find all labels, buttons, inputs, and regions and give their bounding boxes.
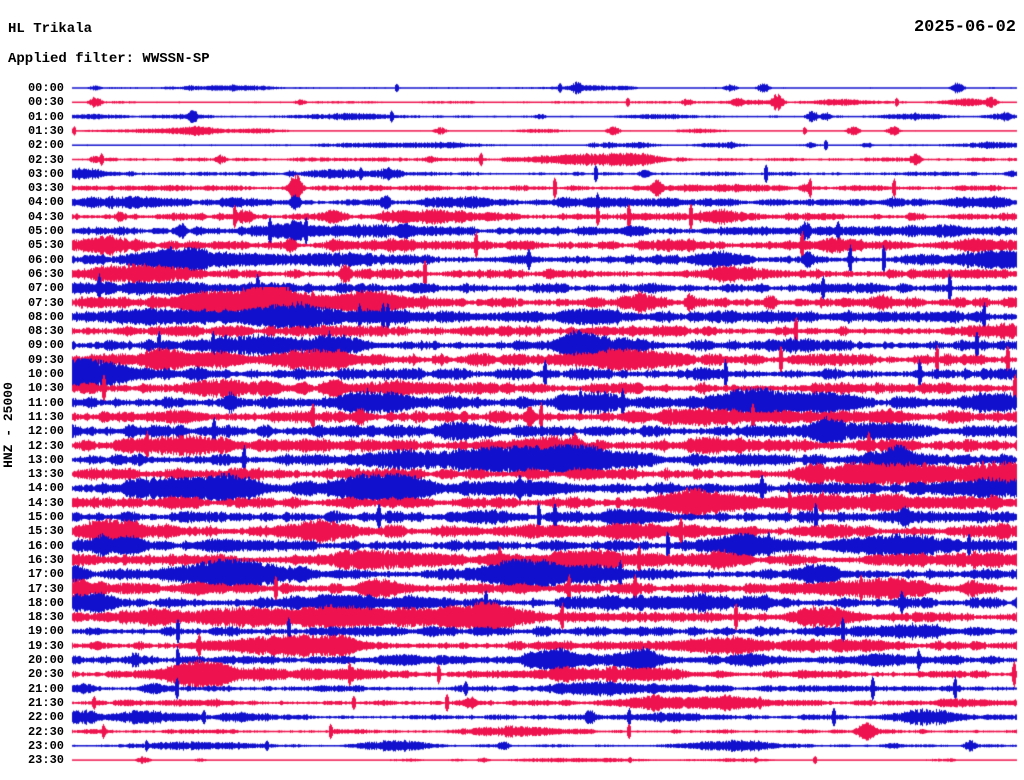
time-label: 04:00 bbox=[27, 195, 64, 210]
time-label: 16:00 bbox=[27, 538, 64, 553]
time-label: 15:30 bbox=[27, 524, 64, 539]
time-label: 21:30 bbox=[27, 695, 64, 710]
time-label: 06:00 bbox=[27, 252, 64, 267]
time-label: 23:00 bbox=[27, 738, 64, 753]
time-label: 13:00 bbox=[27, 452, 64, 467]
time-label: 08:30 bbox=[27, 324, 64, 339]
time-label: 02:30 bbox=[27, 152, 64, 167]
time-label: 10:00 bbox=[27, 367, 64, 381]
time-label: 01:00 bbox=[27, 109, 64, 124]
time-label: 04:30 bbox=[27, 209, 64, 224]
time-label: 22:30 bbox=[27, 724, 64, 739]
time-label: 00:00 bbox=[27, 81, 64, 95]
time-label: 05:30 bbox=[27, 238, 64, 253]
time-label: 10:30 bbox=[27, 381, 64, 396]
time-label: 11:00 bbox=[27, 395, 64, 410]
time-label: 03:00 bbox=[27, 166, 64, 181]
time-label: 12:30 bbox=[27, 438, 64, 453]
time-label: 11:30 bbox=[27, 409, 64, 424]
time-label: 20:00 bbox=[27, 653, 64, 667]
time-label: 14:00 bbox=[27, 481, 64, 496]
time-label: 02:00 bbox=[27, 138, 64, 153]
time-label: 06:30 bbox=[27, 266, 64, 281]
time-label: 18:30 bbox=[27, 610, 64, 625]
time-label: 15:00 bbox=[27, 510, 64, 524]
time-label: 09:00 bbox=[27, 338, 64, 353]
time-label: 19:00 bbox=[27, 624, 64, 639]
time-label: 20:30 bbox=[27, 667, 64, 682]
time-label: 16:30 bbox=[27, 552, 64, 567]
time-label: 03:30 bbox=[27, 181, 64, 196]
time-label: 05:00 bbox=[27, 224, 64, 238]
time-label: 17:00 bbox=[27, 567, 64, 582]
time-label: 12:00 bbox=[27, 424, 64, 439]
time-label: 18:00 bbox=[27, 595, 64, 610]
time-label: 23:30 bbox=[27, 753, 64, 768]
time-label: 17:30 bbox=[27, 581, 64, 596]
time-label: 08:00 bbox=[27, 309, 64, 324]
time-label: 07:00 bbox=[27, 281, 64, 296]
time-label: 00:30 bbox=[27, 95, 64, 110]
time-label: 14:30 bbox=[27, 495, 64, 510]
time-label: 13:30 bbox=[27, 467, 64, 482]
time-label: 07:30 bbox=[27, 295, 64, 310]
time-label: 01:30 bbox=[27, 123, 64, 138]
time-label: 21:00 bbox=[27, 681, 64, 696]
time-label: 09:30 bbox=[27, 352, 64, 367]
time-label: 22:00 bbox=[27, 710, 64, 725]
time-label: 19:30 bbox=[27, 638, 64, 653]
